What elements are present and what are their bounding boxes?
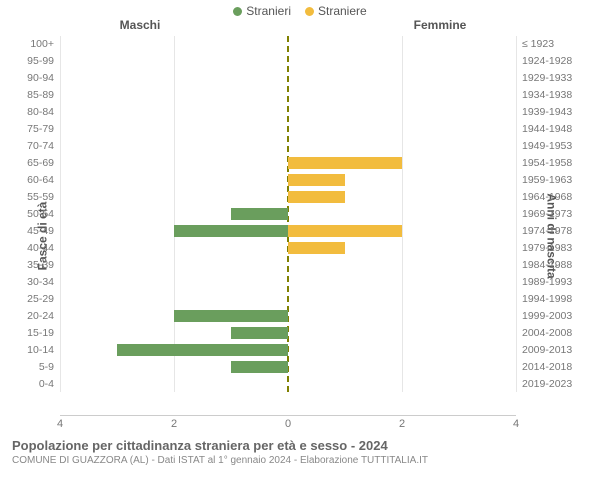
swatch-female — [305, 7, 314, 16]
swatch-male — [233, 7, 242, 16]
legend: Stranieri Straniere — [0, 0, 600, 18]
age-label: 65-69 — [4, 155, 60, 172]
birth-year-label: 1949-1953 — [516, 138, 598, 155]
title-block: Popolazione per cittadinanza straniera p… — [0, 436, 600, 466]
birth-year-label: 1989-1993 — [516, 274, 598, 291]
x-tick-label: 0 — [285, 418, 291, 430]
birth-year-label: 1969-1973 — [516, 206, 598, 223]
plot-area: 100+≤ 192395-991924-192890-941929-193385… — [60, 36, 516, 416]
age-row: 15-192004-2008 — [60, 325, 516, 342]
bar-female — [288, 242, 345, 254]
age-label: 75-79 — [4, 121, 60, 138]
bar-male — [174, 310, 288, 322]
age-label: 85-89 — [4, 87, 60, 104]
age-row: 95-991924-1928 — [60, 53, 516, 70]
age-label: 45-49 — [4, 223, 60, 240]
bar-female — [288, 157, 402, 169]
age-row: 100+≤ 1923 — [60, 36, 516, 53]
chart-subtitle: COMUNE DI GUAZZORA (AL) - Dati ISTAT al … — [12, 455, 588, 466]
column-headers: Maschi Femmine — [0, 18, 600, 36]
age-label: 25-29 — [4, 291, 60, 308]
chart-title: Popolazione per cittadinanza straniera p… — [12, 438, 588, 453]
x-tick-label: 2 — [399, 418, 405, 430]
birth-year-label: 1929-1933 — [516, 70, 598, 87]
birth-year-label: 1954-1958 — [516, 155, 598, 172]
birth-year-label: 1994-1998 — [516, 291, 598, 308]
birth-year-label: 1939-1943 — [516, 104, 598, 121]
legend-item-male: Stranieri — [233, 4, 291, 18]
birth-year-label: 1959-1963 — [516, 172, 598, 189]
legend-label-male: Stranieri — [246, 4, 291, 18]
age-label: 50-54 — [4, 206, 60, 223]
age-row: 90-941929-1933 — [60, 70, 516, 87]
age-label: 60-64 — [4, 172, 60, 189]
age-row: 70-741949-1953 — [60, 138, 516, 155]
birth-year-label: 2014-2018 — [516, 359, 598, 376]
age-row: 25-291994-1998 — [60, 291, 516, 308]
age-row: 45-491974-1978 — [60, 223, 516, 240]
birth-year-label: 2004-2008 — [516, 325, 598, 342]
chart: Fasce di età Anni di nascita 100+≤ 19239… — [60, 36, 516, 436]
age-label: 55-59 — [4, 189, 60, 206]
age-label: 70-74 — [4, 138, 60, 155]
x-axis: 4 2 0 2 4 — [60, 415, 516, 436]
birth-year-label: 1999-2003 — [516, 308, 598, 325]
x-tick-label: 2 — [171, 418, 177, 430]
age-row: 60-641959-1963 — [60, 172, 516, 189]
birth-year-label: ≤ 1923 — [516, 36, 598, 53]
age-row: 50-541969-1973 — [60, 206, 516, 223]
bar-female — [288, 191, 345, 203]
bar-female — [288, 174, 345, 186]
age-row: 5-92014-2018 — [60, 359, 516, 376]
age-label: 95-99 — [4, 53, 60, 70]
age-row: 0-42019-2023 — [60, 376, 516, 393]
birth-year-label: 1964-1968 — [516, 189, 598, 206]
age-row: 10-142009-2013 — [60, 342, 516, 359]
bar-male — [231, 208, 288, 220]
birth-year-label: 1974-1978 — [516, 223, 598, 240]
age-label: 80-84 — [4, 104, 60, 121]
age-label: 10-14 — [4, 342, 60, 359]
age-row: 40-441979-1983 — [60, 240, 516, 257]
header-male: Maschi — [0, 18, 280, 32]
age-row: 20-241999-2003 — [60, 308, 516, 325]
age-row: 85-891934-1938 — [60, 87, 516, 104]
header-female: Femmine — [280, 18, 600, 32]
age-label: 100+ — [4, 36, 60, 53]
age-label: 5-9 — [4, 359, 60, 376]
birth-year-label: 1984-1988 — [516, 257, 598, 274]
age-label: 15-19 — [4, 325, 60, 342]
age-label: 0-4 — [4, 376, 60, 393]
birth-year-label: 1979-1983 — [516, 240, 598, 257]
age-row: 35-391984-1988 — [60, 257, 516, 274]
birth-year-label: 1944-1948 — [516, 121, 598, 138]
birth-year-label: 1934-1938 — [516, 87, 598, 104]
age-row: 75-791944-1948 — [60, 121, 516, 138]
bar-male — [231, 327, 288, 339]
birth-year-label: 2009-2013 — [516, 342, 598, 359]
age-label: 40-44 — [4, 240, 60, 257]
age-label: 90-94 — [4, 70, 60, 87]
legend-item-female: Straniere — [305, 4, 367, 18]
x-tick-label: 4 — [57, 418, 63, 430]
age-row: 65-691954-1958 — [60, 155, 516, 172]
legend-label-female: Straniere — [318, 4, 367, 18]
x-tick-label: 4 — [513, 418, 519, 430]
bar-male — [174, 225, 288, 237]
age-label: 30-34 — [4, 274, 60, 291]
bar-male — [231, 361, 288, 373]
bar-male — [117, 344, 288, 356]
age-label: 20-24 — [4, 308, 60, 325]
age-row: 30-341989-1993 — [60, 274, 516, 291]
age-row: 80-841939-1943 — [60, 104, 516, 121]
age-row: 55-591964-1968 — [60, 189, 516, 206]
bar-female — [288, 225, 402, 237]
birth-year-label: 1924-1928 — [516, 53, 598, 70]
age-label: 35-39 — [4, 257, 60, 274]
birth-year-label: 2019-2023 — [516, 376, 598, 393]
